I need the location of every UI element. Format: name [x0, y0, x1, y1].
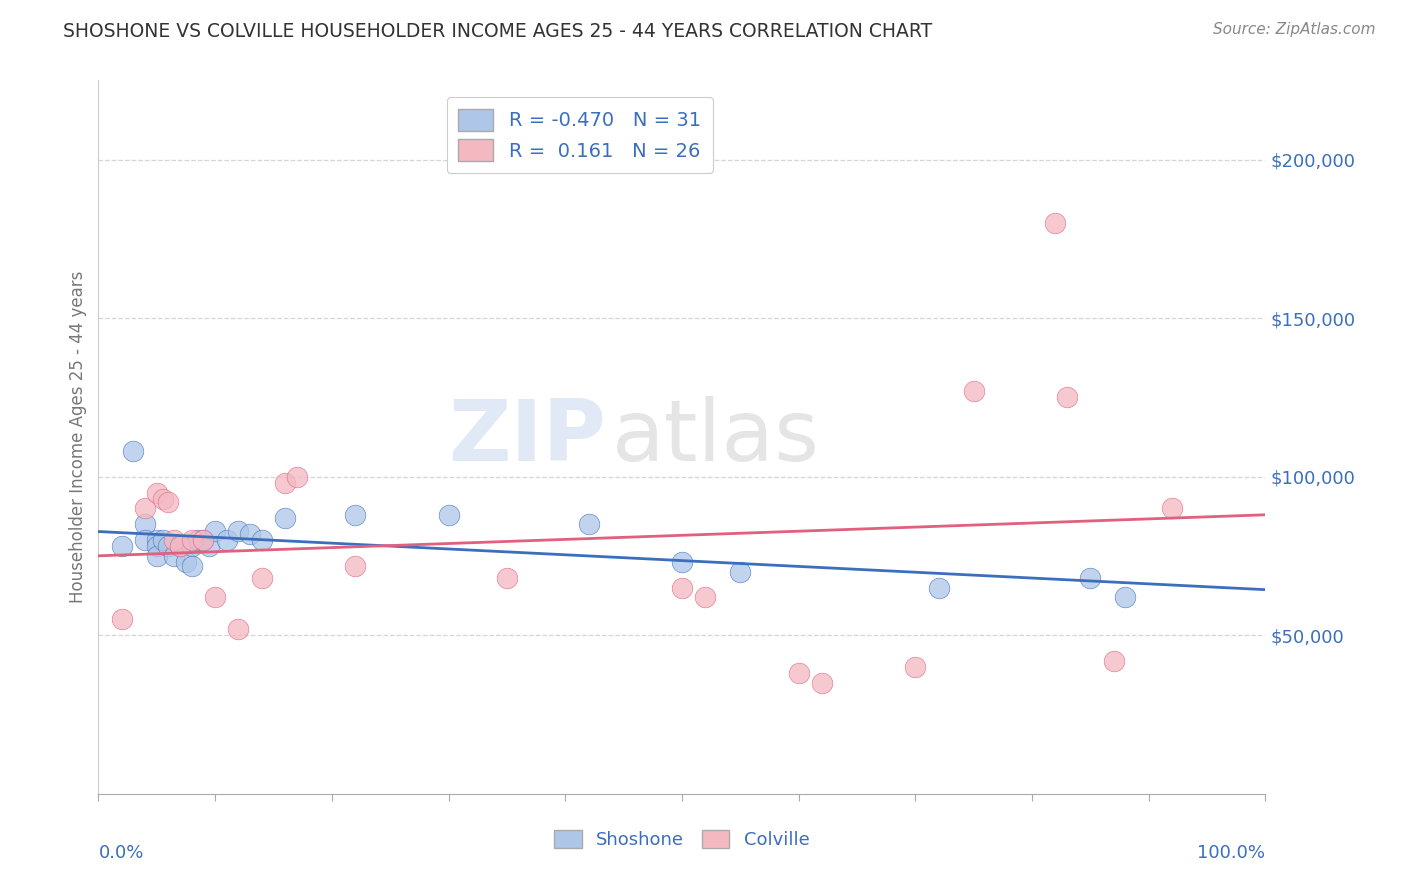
- Point: [169, 540, 191, 554]
- Point: [250, 571, 273, 585]
- Point: [730, 565, 752, 579]
- Point: [122, 444, 145, 458]
- Text: SHOSHONE VS COLVILLE HOUSEHOLDER INCOME AGES 25 - 44 YEARS CORRELATION CHART: SHOSHONE VS COLVILLE HOUSEHOLDER INCOME …: [63, 22, 932, 41]
- Point: [928, 581, 950, 595]
- Point: [146, 549, 169, 563]
- Point: [187, 533, 209, 548]
- Point: [146, 485, 169, 500]
- Point: [157, 540, 180, 554]
- Point: [146, 533, 169, 548]
- Legend: Shoshone, Colville: Shoshone, Colville: [547, 822, 817, 856]
- Point: [344, 558, 367, 573]
- Point: [193, 533, 215, 548]
- Text: atlas: atlas: [612, 395, 820, 479]
- Point: [787, 666, 810, 681]
- Point: [146, 540, 169, 554]
- Point: [274, 476, 297, 491]
- Point: [169, 540, 191, 554]
- Text: 0.0%: 0.0%: [98, 844, 143, 862]
- Point: [250, 533, 273, 548]
- Point: [1080, 571, 1102, 585]
- Point: [134, 533, 156, 548]
- Point: [193, 533, 215, 548]
- Point: [285, 469, 308, 483]
- Point: [578, 517, 600, 532]
- Point: [180, 558, 202, 573]
- Point: [811, 676, 834, 690]
- Text: 100.0%: 100.0%: [1198, 844, 1265, 862]
- Point: [1114, 591, 1136, 605]
- Point: [1161, 501, 1184, 516]
- Point: [496, 571, 519, 585]
- Point: [198, 540, 221, 554]
- Point: [174, 555, 197, 569]
- Point: [695, 591, 717, 605]
- Point: [228, 622, 250, 636]
- Point: [204, 591, 226, 605]
- Y-axis label: Householder Income Ages 25 - 44 years: Householder Income Ages 25 - 44 years: [69, 271, 87, 603]
- Text: ZIP: ZIP: [449, 395, 606, 479]
- Point: [134, 501, 156, 516]
- Point: [152, 533, 174, 548]
- Point: [274, 511, 297, 525]
- Point: [1102, 654, 1125, 668]
- Point: [163, 533, 186, 548]
- Text: Source: ZipAtlas.com: Source: ZipAtlas.com: [1212, 22, 1375, 37]
- Point: [344, 508, 367, 522]
- Point: [163, 549, 186, 563]
- Point: [671, 555, 693, 569]
- Point: [180, 533, 202, 548]
- Point: [239, 526, 262, 541]
- Point: [134, 517, 156, 532]
- Point: [157, 495, 180, 509]
- Point: [962, 384, 984, 398]
- Point: [437, 508, 460, 522]
- Point: [671, 581, 693, 595]
- Point: [215, 533, 238, 548]
- Point: [904, 660, 927, 674]
- Point: [152, 491, 174, 506]
- Point: [111, 612, 134, 626]
- Point: [111, 540, 134, 554]
- Point: [204, 524, 226, 538]
- Point: [228, 524, 250, 538]
- Point: [180, 540, 202, 554]
- Point: [1056, 391, 1078, 405]
- Point: [1045, 216, 1067, 230]
